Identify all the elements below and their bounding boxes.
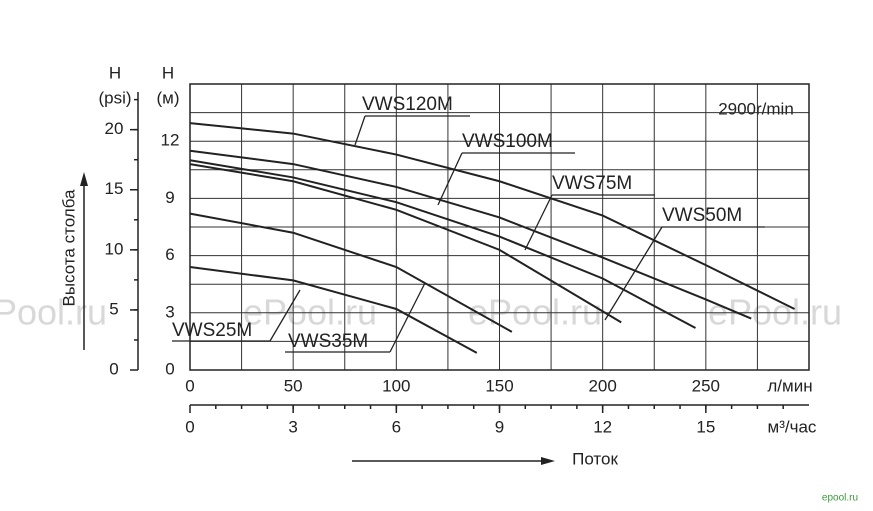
watermark: ePool.ru — [708, 292, 842, 333]
y2-tick-label: 0 — [109, 359, 118, 378]
arrow-head — [80, 172, 88, 186]
x-unit: л/мин — [767, 376, 812, 395]
y-tick-label: 6 — [165, 245, 174, 264]
curve — [189, 266, 478, 354]
y2-unit: (psi) — [98, 88, 131, 107]
plot-frame — [189, 83, 810, 371]
leader-line — [524, 194, 553, 251]
x-tick-label: 200 — [588, 376, 616, 395]
y2-tick-label: 15 — [105, 179, 124, 198]
y-tick-label: 9 — [165, 188, 174, 207]
curve — [189, 212, 513, 333]
x2-tick-label: 12 — [593, 417, 612, 436]
arrow-head — [541, 457, 555, 465]
leader-line — [437, 152, 463, 206]
y2-tick-label: 20 — [105, 119, 124, 138]
y2-tick-label: 5 — [109, 299, 118, 318]
x-tick-label: 0 — [185, 376, 194, 395]
y-tick-label: 0 — [165, 359, 174, 378]
series-label: VWS50M — [662, 205, 742, 226]
leader-line — [389, 282, 426, 353]
y-tick-label: 3 — [165, 302, 174, 321]
watermark: ePool.ru — [0, 292, 107, 333]
leader-line — [604, 226, 663, 321]
y-axis-label: Высота столба — [59, 189, 78, 307]
x-tick-label: 250 — [692, 376, 720, 395]
y-unit: (м) — [156, 88, 179, 107]
watermark: ePool.ru — [468, 292, 602, 333]
y2-unit-letter: H — [109, 63, 121, 82]
y-tick-label: 12 — [161, 131, 180, 150]
curve — [189, 149, 752, 320]
x-axis-label: Поток — [572, 449, 618, 468]
footer: epool.ru — [822, 493, 858, 504]
x2-unit: м³/час — [768, 417, 817, 436]
x-tick-label: 100 — [382, 376, 410, 395]
x2-tick-label: 6 — [392, 417, 401, 436]
leader-line — [269, 289, 301, 342]
series-label: VWS100M — [462, 131, 553, 152]
curve — [189, 159, 696, 329]
x2-tick-label: 15 — [696, 417, 715, 436]
series-label: VWS75M — [552, 173, 632, 194]
x2-tick-label: 3 — [288, 417, 297, 436]
curve — [189, 122, 795, 310]
leader-line — [354, 115, 366, 146]
series-label: VWS120M — [362, 94, 453, 115]
curve — [189, 163, 622, 324]
x2-tick-label: 9 — [495, 417, 504, 436]
y-unit-letter: H — [162, 63, 174, 82]
y2-tick-label: 10 — [105, 239, 124, 258]
series-label: VWS35M — [288, 331, 368, 352]
x-tick-label: 50 — [284, 376, 303, 395]
x2-tick-label: 0 — [185, 417, 194, 436]
x-tick-label: 150 — [485, 376, 513, 395]
series-label: VWS25M — [172, 320, 252, 341]
annotation: 2900r/min — [718, 99, 794, 118]
